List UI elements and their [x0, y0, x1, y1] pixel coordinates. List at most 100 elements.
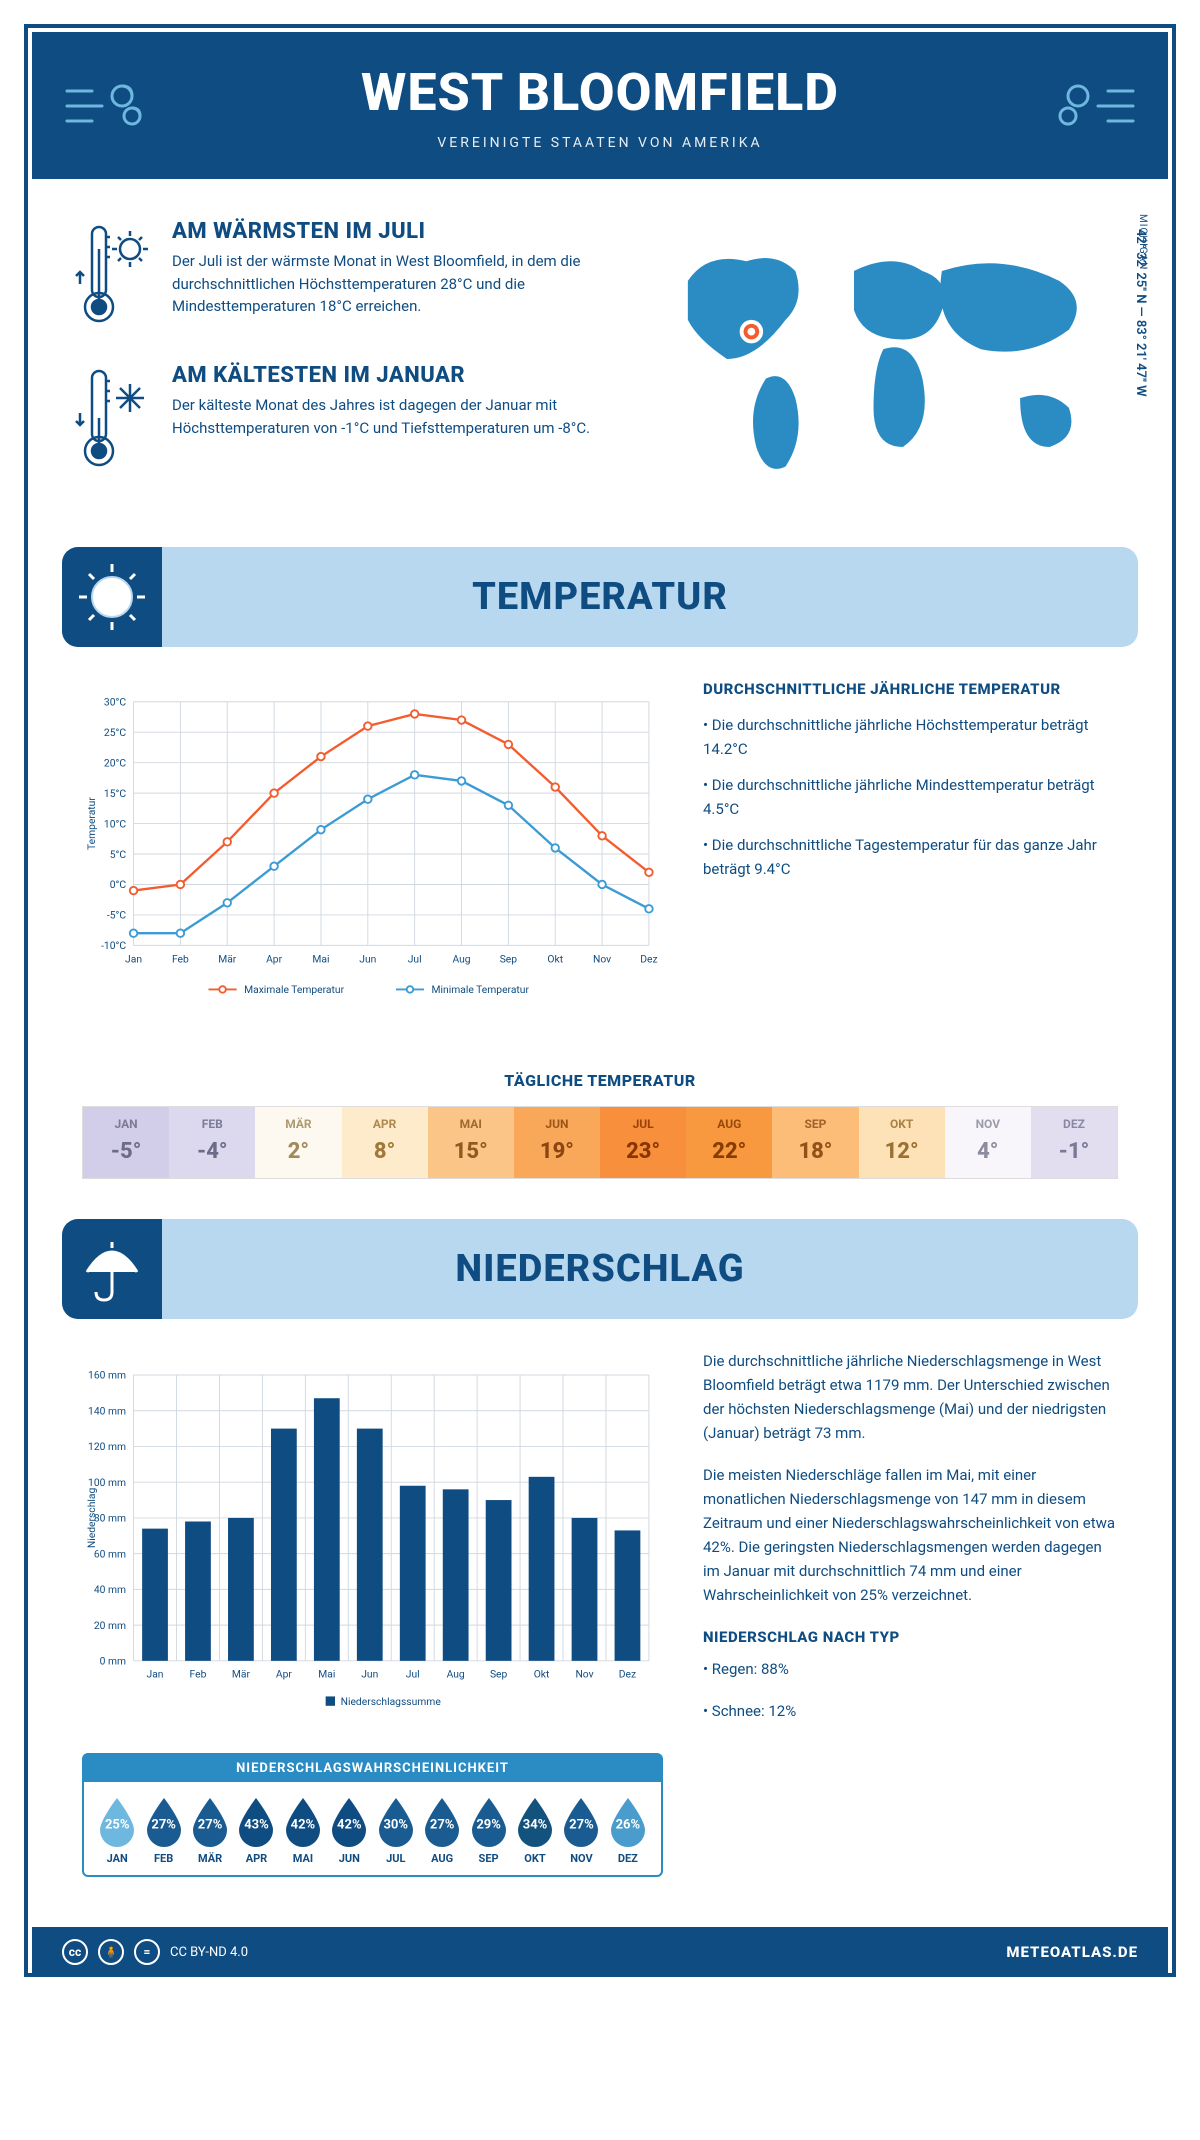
- daily-temp-cell: JUN19°: [514, 1107, 600, 1178]
- nd-icon: =: [134, 1939, 160, 1965]
- svg-text:Nov: Nov: [593, 952, 611, 965]
- svg-text:Mai: Mai: [318, 1668, 335, 1681]
- precipitation-heading: NIEDERSCHLAG: [455, 1247, 744, 1291]
- probability-heading: NIEDERSCHLAGSWAHRSCHEINLICHKEIT: [84, 1755, 661, 1782]
- daily-temp-cell: SEP18°: [772, 1107, 858, 1178]
- svg-text:Mär: Mär: [218, 952, 237, 965]
- precip-type-heading: NIEDERSCHLAG NACH TYP: [703, 1625, 1118, 1649]
- daily-temp-cell: OKT12°: [859, 1107, 945, 1178]
- svg-text:40 mm: 40 mm: [94, 1583, 126, 1596]
- svg-text:25°C: 25°C: [104, 726, 126, 739]
- svg-text:100 mm: 100 mm: [88, 1476, 126, 1489]
- svg-text:Sep: Sep: [490, 1668, 508, 1681]
- temp-bullet-2: • Die durchschnittliche jährliche Mindes…: [703, 773, 1118, 821]
- svg-text:Apr: Apr: [276, 1668, 292, 1681]
- coldest-title: AM KÄLTESTEN IM JANUAR: [172, 363, 609, 388]
- wind-icon-right: [1038, 71, 1138, 141]
- svg-text:30°C: 30°C: [104, 695, 126, 708]
- probability-cell: 27%NOV: [558, 1796, 604, 1865]
- site-credit: METEOATLAS.DE: [1006, 1943, 1138, 1961]
- probability-cell: 27%FEB: [140, 1796, 186, 1865]
- temperature-heading: TEMPERATUR: [472, 575, 728, 619]
- daily-temp-table: JAN-5°FEB-4°MÄR2°APR8°MAI15°JUN19°JUL23°…: [82, 1106, 1118, 1179]
- page-subtitle: VEREINIGTE STAATEN VON AMERIKA: [32, 135, 1168, 151]
- section-head-precipitation: NIEDERSCHLAG: [62, 1219, 1138, 1319]
- license-text: CC BY-ND 4.0: [170, 1945, 248, 1960]
- svg-text:Dez: Dez: [619, 1668, 636, 1681]
- svg-text:160 mm: 160 mm: [88, 1369, 126, 1382]
- coldest-block: AM KÄLTESTEN IM JANUAR Der kälteste Mona…: [72, 363, 609, 477]
- page-title: WEST BLOOMFIELD: [32, 62, 1168, 123]
- probability-cell: 34%OKT: [512, 1796, 558, 1865]
- warmest-block: AM WÄRMSTEN IM JULI Der Juli ist der wär…: [72, 219, 609, 333]
- svg-text:Jul: Jul: [406, 1668, 420, 1681]
- svg-text:-5°C: -5°C: [107, 909, 126, 922]
- thermometer-sun-icon: [72, 219, 152, 329]
- svg-text:Jun: Jun: [361, 1668, 378, 1681]
- thermometer-snow-icon: [72, 363, 152, 473]
- svg-text:5°C: 5°C: [110, 848, 127, 861]
- warmest-text: Der Juli ist der wärmste Monat in West B…: [172, 250, 609, 318]
- svg-text:0°C: 0°C: [110, 878, 127, 891]
- temp-summary-heading: DURCHSCHNITTLICHE JÄHRLICHE TEMPERATUR: [703, 677, 1118, 701]
- svg-text:Mär: Mär: [232, 1668, 251, 1681]
- svg-text:Feb: Feb: [172, 952, 189, 965]
- probability-cell: 30%JUL: [373, 1796, 419, 1865]
- probability-cell: 27%MÄR: [187, 1796, 233, 1865]
- svg-text:Apr: Apr: [266, 952, 282, 965]
- svg-text:0 mm: 0 mm: [100, 1655, 126, 1668]
- probability-cell: 29%SEP: [465, 1796, 511, 1865]
- svg-text:20 mm: 20 mm: [94, 1619, 126, 1632]
- svg-text:Jan: Jan: [125, 952, 142, 965]
- daily-temp-cell: MÄR2°: [255, 1107, 341, 1178]
- warmest-title: AM WÄRMSTEN IM JULI: [172, 219, 609, 244]
- world-map: [639, 219, 1128, 499]
- svg-text:Maximale Temperatur: Maximale Temperatur: [244, 983, 344, 996]
- daily-temp-cell: NOV4°: [945, 1107, 1031, 1178]
- svg-text:Jun: Jun: [359, 952, 376, 965]
- daily-temp-cell: JAN-5°: [83, 1107, 169, 1178]
- daily-temp-cell: APR8°: [342, 1107, 428, 1178]
- temperature-summary: DURCHSCHNITTLICHE JÄHRLICHE TEMPERATUR •…: [703, 677, 1118, 1021]
- svg-text:Temperatur: Temperatur: [85, 797, 98, 850]
- temp-bullet-3: • Die durchschnittliche Tagestemperatur …: [703, 833, 1118, 881]
- daily-temp-cell: FEB-4°: [169, 1107, 255, 1178]
- svg-text:Aug: Aug: [452, 952, 470, 965]
- svg-text:15°C: 15°C: [104, 787, 126, 800]
- probability-cell: 26%DEZ: [605, 1796, 651, 1865]
- precipitation-summary: Die durchschnittliche jährliche Niedersc…: [703, 1349, 1118, 1877]
- precip-para-2: Die meisten Niederschläge fallen im Mai,…: [703, 1463, 1118, 1607]
- svg-text:Feb: Feb: [190, 1668, 207, 1681]
- svg-text:-10°C: -10°C: [101, 939, 126, 952]
- precip-type-1: • Regen: 88%: [703, 1657, 1118, 1681]
- intro-section: AM WÄRMSTEN IM JULI Der Juli ist der wär…: [32, 179, 1168, 527]
- svg-text:Mai: Mai: [312, 952, 329, 965]
- precip-para-1: Die durchschnittliche jährliche Niedersc…: [703, 1349, 1118, 1445]
- svg-text:10°C: 10°C: [104, 817, 126, 830]
- precip-type-2: • Schnee: 12%: [703, 1699, 1118, 1723]
- sun-icon: [77, 562, 147, 632]
- daily-temp-cell: DEZ-1°: [1031, 1107, 1117, 1178]
- probability-cell: 42%MAI: [280, 1796, 326, 1865]
- temperature-line-chart: -10°C-5°C0°C5°C10°C15°C20°C25°C30°CJanFe…: [82, 677, 663, 1017]
- svg-text:Dez: Dez: [640, 952, 657, 965]
- svg-text:Nov: Nov: [575, 1668, 593, 1681]
- daily-temp-cell: JUL23°: [600, 1107, 686, 1178]
- wind-icon-left: [62, 71, 162, 141]
- coordinates: 42° 32' 25'' N — 83° 21' 47'' W: [1133, 229, 1148, 396]
- svg-text:Niederschlagssumme: Niederschlagssumme: [341, 1695, 442, 1708]
- svg-text:Sep: Sep: [500, 952, 518, 965]
- daily-temp-cell: MAI15°: [428, 1107, 514, 1178]
- svg-text:80 mm: 80 mm: [94, 1512, 126, 1525]
- temp-bullet-1: • Die durchschnittliche jährliche Höchst…: [703, 713, 1118, 761]
- svg-text:60 mm: 60 mm: [94, 1547, 126, 1560]
- svg-text:Okt: Okt: [547, 952, 563, 965]
- precipitation-bar-chart: 0 mm20 mm40 mm60 mm80 mm100 mm120 mm140 …: [82, 1349, 663, 1729]
- probability-cell: 27%AUG: [419, 1796, 465, 1865]
- coldest-text: Der kälteste Monat des Jahres ist dagege…: [172, 394, 609, 439]
- cc-icon: cc: [62, 1939, 88, 1965]
- probability-cell: 43%APR: [233, 1796, 279, 1865]
- precipitation-probability-box: NIEDERSCHLAGSWAHRSCHEINLICHKEIT 25%JAN27…: [82, 1753, 663, 1877]
- section-head-temperature: TEMPERATUR: [62, 547, 1138, 647]
- footer: cc 🧍 = CC BY-ND 4.0 METEOATLAS.DE: [32, 1927, 1168, 1977]
